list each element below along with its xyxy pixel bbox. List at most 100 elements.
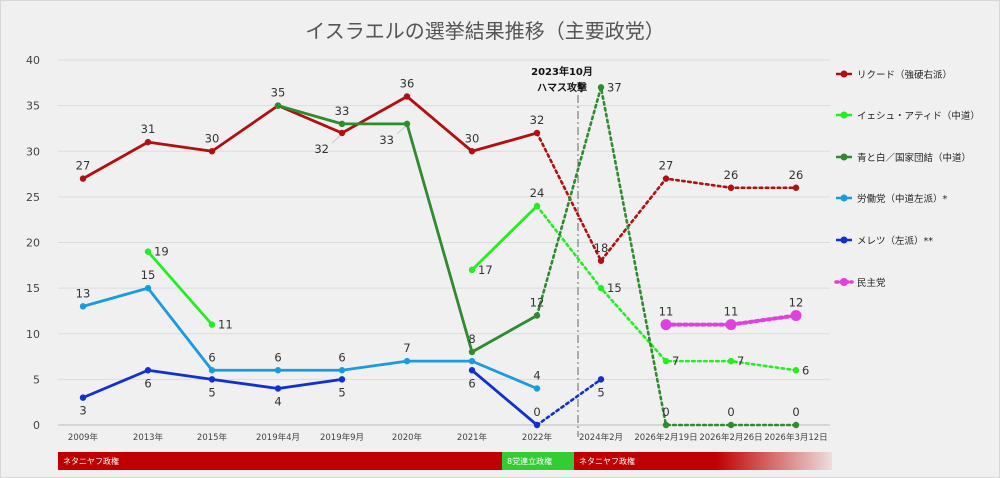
data-label: 5: [338, 385, 345, 399]
data-label: 6: [802, 363, 809, 377]
data-label: 30: [465, 131, 480, 145]
data-label: 11: [218, 318, 233, 332]
legend-label: 労働党（中道左派）*: [857, 193, 948, 205]
data-point: [338, 376, 346, 383]
data-point: [79, 394, 87, 401]
data-point: [662, 175, 670, 182]
legend-swatch-dot: [840, 278, 848, 286]
data-label: 6: [338, 350, 345, 364]
x-tick-label: 2026年2月19日: [634, 432, 697, 443]
data-point: [79, 303, 87, 310]
data-label: 33: [335, 104, 350, 118]
data-point: [144, 248, 152, 255]
period-segment: [58, 452, 502, 470]
x-tick-label: 2022年: [522, 432, 553, 443]
data-label: 24: [530, 186, 545, 200]
leader-line: [331, 135, 341, 144]
period-label: ネタニヤフ政権: [63, 456, 119, 466]
data-point: [790, 310, 802, 321]
data-point: [662, 357, 670, 365]
data-label: 0: [662, 405, 669, 419]
data-point: [533, 385, 541, 392]
data-label: 15: [607, 281, 622, 295]
data-label: 15: [141, 268, 156, 282]
data-point: [208, 148, 216, 155]
series-line-0: [82, 95, 538, 180]
data-point: [597, 257, 605, 264]
x-tick-label: 2013年: [133, 432, 164, 443]
data-point: [403, 120, 411, 128]
data-point: [660, 319, 672, 331]
x-tick-label: 2020年: [392, 432, 423, 443]
data-point: [144, 367, 152, 374]
data-point: [208, 367, 216, 374]
series-lines: [82, 86, 798, 427]
data-label: 13: [76, 286, 91, 300]
data-point: [468, 266, 476, 274]
y-tick-label: 25: [26, 191, 40, 204]
data-point: [533, 312, 541, 319]
data-label: 5: [597, 385, 604, 399]
data-label: 11: [659, 305, 674, 319]
legend-swatch-dot: [840, 236, 848, 244]
x-tick-label: 2024年2月: [579, 432, 623, 443]
data-label: 6: [468, 376, 475, 390]
x-tick-label: 2009年: [68, 432, 99, 443]
legend-swatch-dot: [840, 70, 848, 78]
series-line-4-b: [471, 369, 538, 427]
data-point: [792, 421, 800, 429]
data-point: [727, 357, 735, 365]
data-label: 27: [659, 159, 674, 173]
data-point: [79, 175, 87, 182]
data-label: 7: [403, 341, 410, 355]
data-label: 7: [737, 354, 744, 368]
data-label: 35: [271, 86, 286, 100]
x-tick-label: 2015年: [197, 432, 228, 443]
data-label: 19: [154, 245, 169, 259]
data-label: 32: [314, 142, 329, 156]
data-label: 7: [672, 354, 679, 368]
annotation-event: ハマス攻撃: [537, 81, 587, 94]
period-segment: [502, 452, 574, 470]
data-point: [338, 120, 346, 128]
data-label: 4: [533, 369, 540, 383]
data-point: [403, 357, 411, 365]
data-point: [403, 93, 411, 100]
data-label: 26: [789, 168, 804, 182]
data-label: 12: [530, 296, 545, 310]
x-tick-label: 2019年9月: [320, 432, 364, 443]
data-point: [208, 376, 216, 383]
y-tick-label: 5: [33, 373, 40, 386]
data-point: [533, 129, 541, 137]
data-point: [533, 202, 541, 210]
data-point: [597, 376, 605, 383]
series-points: [79, 84, 802, 429]
data-label: 33: [379, 133, 394, 147]
x-tick-label: 2021年: [457, 432, 488, 443]
series-dotted-1: [535, 204, 798, 372]
legend: リクード（強硬右派） イェシュ・アティド（中道） 青と白／国家団結（中道） 労働党（中…: [834, 69, 980, 289]
x-tick-label: 2026年3月12日: [764, 432, 827, 443]
grid: [58, 59, 830, 426]
data-point: [727, 421, 735, 429]
series-line-1-seg0: [146, 250, 214, 326]
government-period-bar: ネタニヤフ政権 8党連立政権 ネタニヤフ政権: [58, 452, 832, 470]
data-label: 31: [141, 122, 156, 136]
series-line-1-seg1: [471, 205, 538, 271]
y-tick-label: 20: [26, 237, 40, 250]
data-point: [338, 367, 346, 374]
data-point: [727, 184, 735, 191]
data-point: [792, 367, 800, 374]
data-label: 36: [400, 77, 415, 91]
data-point: [144, 138, 152, 146]
x-tick-label: 2019年4月: [256, 432, 300, 443]
data-point: [725, 319, 737, 331]
data-point: [662, 421, 670, 429]
y-tick-label: 15: [26, 282, 40, 295]
data-label: 0: [792, 405, 799, 419]
data-label: 11: [724, 305, 739, 319]
data-point: [468, 348, 476, 356]
data-point: [792, 184, 800, 191]
